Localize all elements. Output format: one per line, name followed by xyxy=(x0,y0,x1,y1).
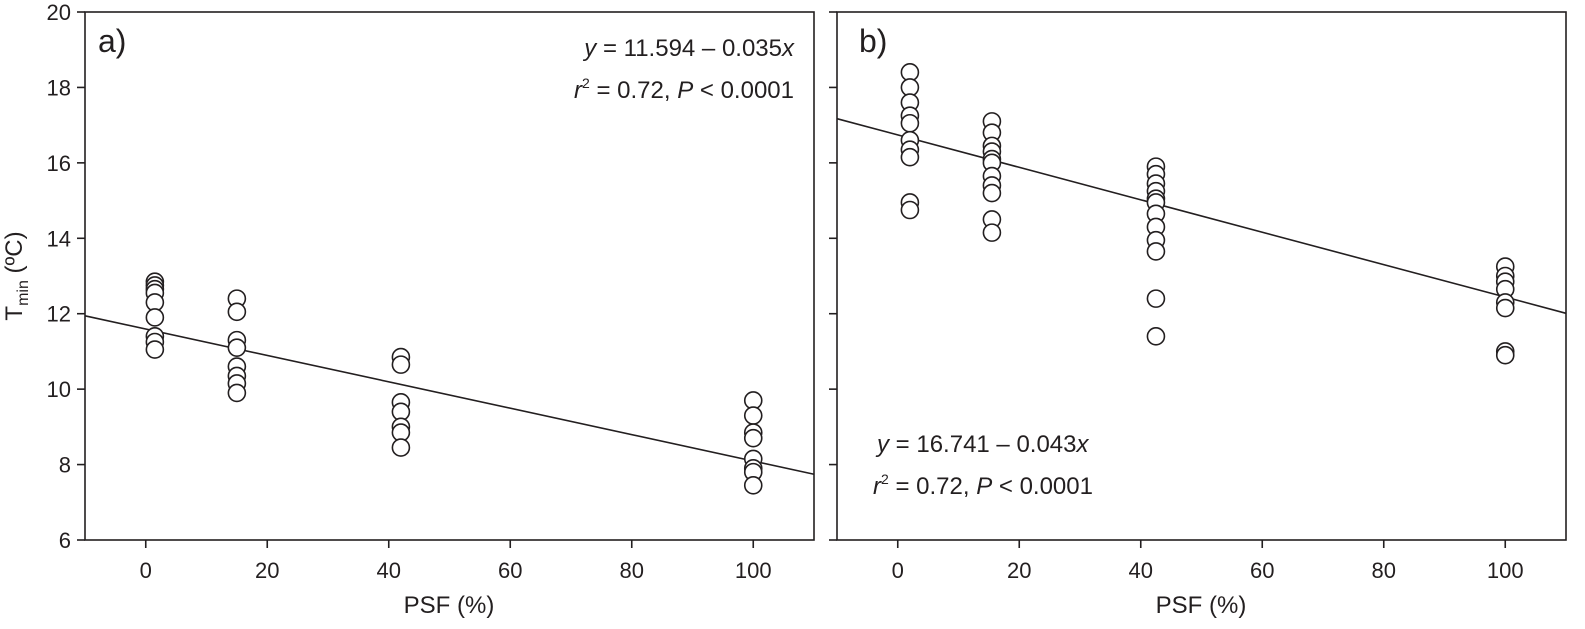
panel-a-data-point xyxy=(743,476,763,495)
panel-b-data-point xyxy=(982,183,1002,203)
panel-a-x-tick-label: 20 xyxy=(255,558,279,583)
panel-a-x-tick-label: 60 xyxy=(498,558,522,583)
panel-b-x-tick-label: 80 xyxy=(1372,558,1396,583)
panel-b-x-tick-labels: 0 20 40 60 80 100 xyxy=(892,558,1524,583)
panel-a-y-tick-label: 14 xyxy=(47,226,71,251)
panel-a-data-point xyxy=(145,340,165,359)
panel-a-data-point xyxy=(227,383,247,403)
panel-a-regression-line xyxy=(84,315,815,476)
panel-b-data-point xyxy=(900,147,920,167)
panel-a-y-tick-label: 16 xyxy=(47,151,71,176)
panel-b-data-point xyxy=(900,200,920,220)
panel-b-points xyxy=(900,63,1515,365)
panel-a-ticks xyxy=(77,11,755,548)
panel-a-x-tick-label: 100 xyxy=(735,558,772,583)
panel-a-y-tick-label: 6 xyxy=(59,528,71,553)
panel-b-data-point xyxy=(900,113,920,133)
panel-a-y-tick-label: 8 xyxy=(59,453,71,478)
panel-b-data-point xyxy=(1146,289,1166,308)
panel-b-label: b) xyxy=(859,23,887,59)
panel-a-x-tick-label: 0 xyxy=(140,558,152,583)
panel-a: 0 20 40 60 80 100 6 8 10 12 14 16 18 20 a) y = 11.59… xyxy=(1,0,815,619)
panel-b-ticks xyxy=(829,11,1507,548)
panel-a-x-axis-title: PSF (%) xyxy=(404,592,495,619)
panel-b-frame xyxy=(836,11,1567,541)
panel-a-y-tick-label: 12 xyxy=(47,302,71,327)
panel-b-x-axis-title: PSF (%) xyxy=(1156,592,1247,619)
panel-b-x-tick-label: 20 xyxy=(1007,558,1031,583)
panel-b-x-tick-label: 40 xyxy=(1129,558,1153,583)
panel-a-equation: y = 11.594 – 0.035x xyxy=(582,35,795,62)
panel-b-data-point xyxy=(1495,298,1515,318)
panel-a-data-point xyxy=(743,428,763,448)
panel-b-equation: y = 16.741 – 0.043x xyxy=(875,431,1090,458)
panel-b-regression-line xyxy=(836,117,1567,315)
panel-b-data-point xyxy=(1495,345,1515,365)
panel-a-y-axis-title: Tmin (ºC) xyxy=(1,231,32,320)
panel-a-y-tick-label: 18 xyxy=(47,75,71,100)
panel-a-x-tick-label: 80 xyxy=(620,558,644,583)
panel-b-stats: r2 = 0.72, P < 0.0001 xyxy=(873,471,1093,500)
panel-a-x-tick-label: 40 xyxy=(377,558,401,583)
panel-a-data-point xyxy=(227,302,247,322)
panel-b-data-point xyxy=(1146,242,1166,261)
panel-a-data-point xyxy=(145,308,165,327)
panel-a-x-tick-labels: 0 20 40 60 80 100 xyxy=(140,558,772,583)
panel-b-data-point xyxy=(1146,327,1166,346)
panel-a-stats: r2 = 0.72, P < 0.0001 xyxy=(574,75,794,104)
panel-a-y-tick-label: 20 xyxy=(47,0,71,25)
panel-a-data-point xyxy=(391,438,411,457)
panel-b-data-point xyxy=(982,223,1002,242)
panel-b-x-tick-label: 100 xyxy=(1487,558,1524,583)
panel-a-data-point xyxy=(391,355,411,374)
panel-a-y-tick-label: 10 xyxy=(47,377,71,402)
panel-a-frame xyxy=(84,11,815,541)
panel-b-x-tick-label: 0 xyxy=(892,558,904,583)
panel-a-label: a) xyxy=(98,23,126,59)
panel-b-x-tick-label: 60 xyxy=(1250,558,1274,583)
panel-a-data-point xyxy=(743,406,763,425)
panel-a-data-point xyxy=(227,338,247,357)
panel-b: 0 20 40 60 80 100 b) y = 16.741 – 0.043x r2 =… xyxy=(829,11,1567,619)
panel-a-points xyxy=(145,272,763,495)
panel-a-y-tick-labels: 6 8 10 12 14 16 18 20 xyxy=(47,0,71,553)
